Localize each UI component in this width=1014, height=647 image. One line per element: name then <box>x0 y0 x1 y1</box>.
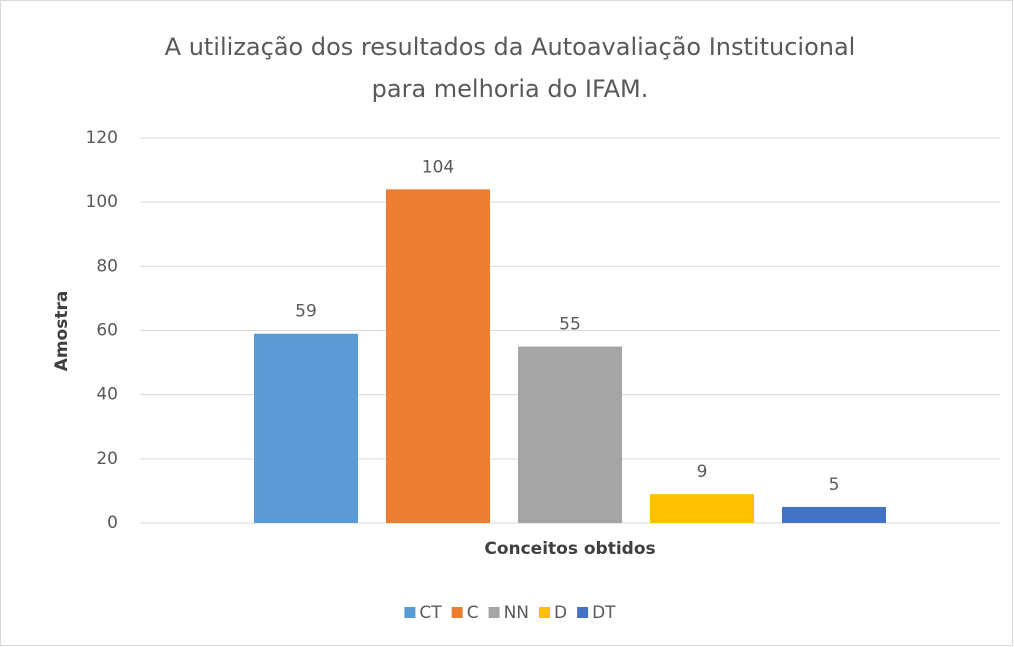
chart-title: para melhoria do IFAM. <box>372 75 649 103</box>
bar <box>650 494 754 523</box>
y-tick-label: 80 <box>96 256 118 276</box>
y-tick-label: 40 <box>96 385 118 405</box>
data-label: 59 <box>295 302 317 322</box>
legend-swatch <box>577 607 589 618</box>
data-label: 104 <box>422 157 454 177</box>
legend-label: DT <box>592 603 616 623</box>
legend-label: D <box>554 603 567 623</box>
y-tick-label: 100 <box>86 192 118 212</box>
y-tick-label: 0 <box>107 513 118 533</box>
data-label: 9 <box>697 462 708 482</box>
chart-title: A utilização dos resultados da Autoavali… <box>165 33 856 61</box>
y-axis-title: Amostra <box>52 291 72 372</box>
bar <box>254 333 358 523</box>
bar <box>782 506 886 523</box>
y-tick-label: 60 <box>96 321 118 341</box>
bar <box>386 189 490 524</box>
legend-label: NN <box>504 603 529 623</box>
legend-swatch <box>404 607 416 618</box>
y-tick-label: 120 <box>86 128 118 148</box>
x-axis-title: Conceitos obtidos <box>484 539 655 559</box>
data-label: 55 <box>559 315 581 335</box>
bar <box>518 346 622 523</box>
legend-swatch <box>488 607 500 618</box>
legend-label: C <box>467 603 479 623</box>
legend-swatch <box>539 607 550 618</box>
legend-swatch <box>451 607 463 618</box>
legend-label: CT <box>419 603 442 623</box>
data-label: 5 <box>829 475 840 495</box>
y-tick-label: 20 <box>96 449 118 469</box>
